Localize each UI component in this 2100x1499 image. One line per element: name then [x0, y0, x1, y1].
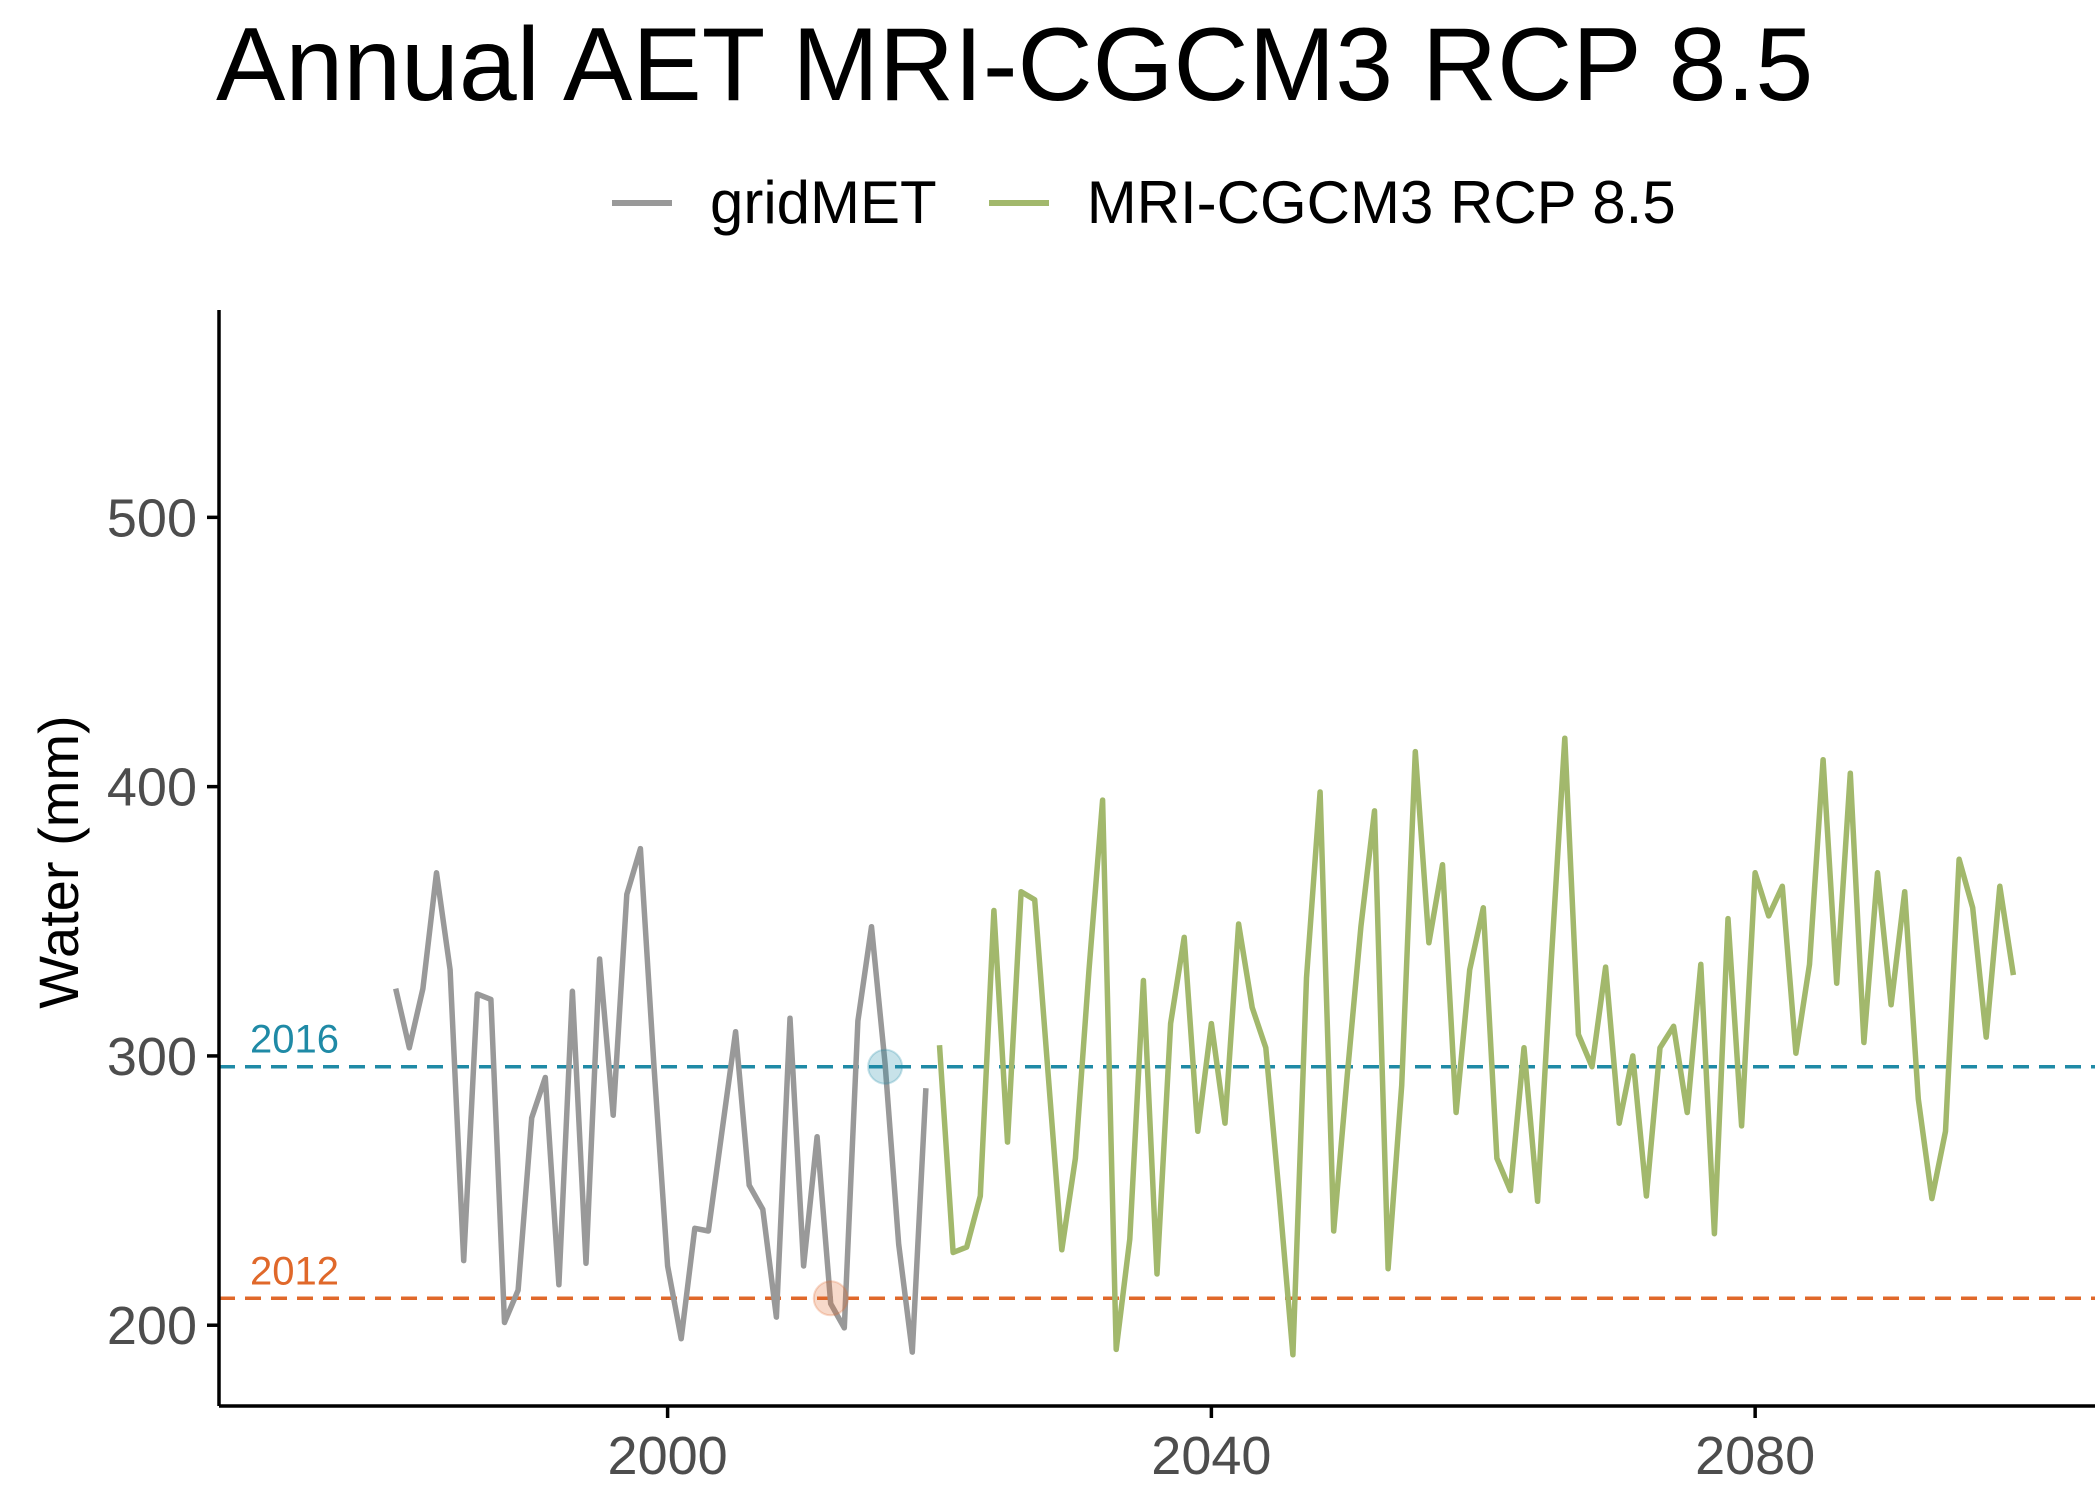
reference-label-2012: 2012	[250, 1249, 339, 1293]
legend-item-mri-cgcm3: MRI-CGCM3 RCP 8.5	[988, 168, 1676, 237]
y-tick-label-400: 400	[107, 758, 197, 818]
series-line-mri-cgcm3-rcp-8-5	[936, 735, 2017, 1358]
x-tick-label-2080: 2080	[1695, 1426, 1815, 1486]
y-axis-title: Water (mm)	[27, 715, 90, 1008]
axes: 200 300 400 500 2000 2040 2080	[107, 310, 2095, 1486]
series-line-gridmet	[393, 845, 929, 1355]
reference-lines: 2016 2012	[219, 1018, 2095, 1301]
x-tick-label-2000: 2000	[608, 1426, 728, 1486]
chart-title: Annual AET MRI-CGCM3 RCP 8.5	[216, 7, 1814, 123]
y-tick-label-300: 300	[107, 1027, 197, 1087]
y-tick-label-500: 500	[107, 488, 197, 548]
highlight-marker-2016	[867, 1048, 904, 1085]
legend-label-gridmet: gridMET	[710, 169, 937, 236]
y-tick-label-200: 200	[107, 1296, 197, 1356]
series-lines	[393, 735, 2017, 1358]
highlight-marker-2012	[812, 1280, 849, 1317]
legend-label-mri-cgcm3: MRI-CGCM3 RCP 8.5	[1086, 169, 1676, 236]
reference-label-2016: 2016	[250, 1018, 339, 1062]
legend-swatch-gridmet	[612, 199, 672, 206]
highlight-markers	[812, 1048, 904, 1317]
legend-swatch-mri-cgcm3	[988, 199, 1049, 206]
legend: gridMET MRI-CGCM3 RCP 8.5	[612, 168, 1728, 237]
legend-item-gridmet: gridMET	[612, 168, 937, 237]
x-tick-label-2040: 2040	[1151, 1426, 1271, 1486]
